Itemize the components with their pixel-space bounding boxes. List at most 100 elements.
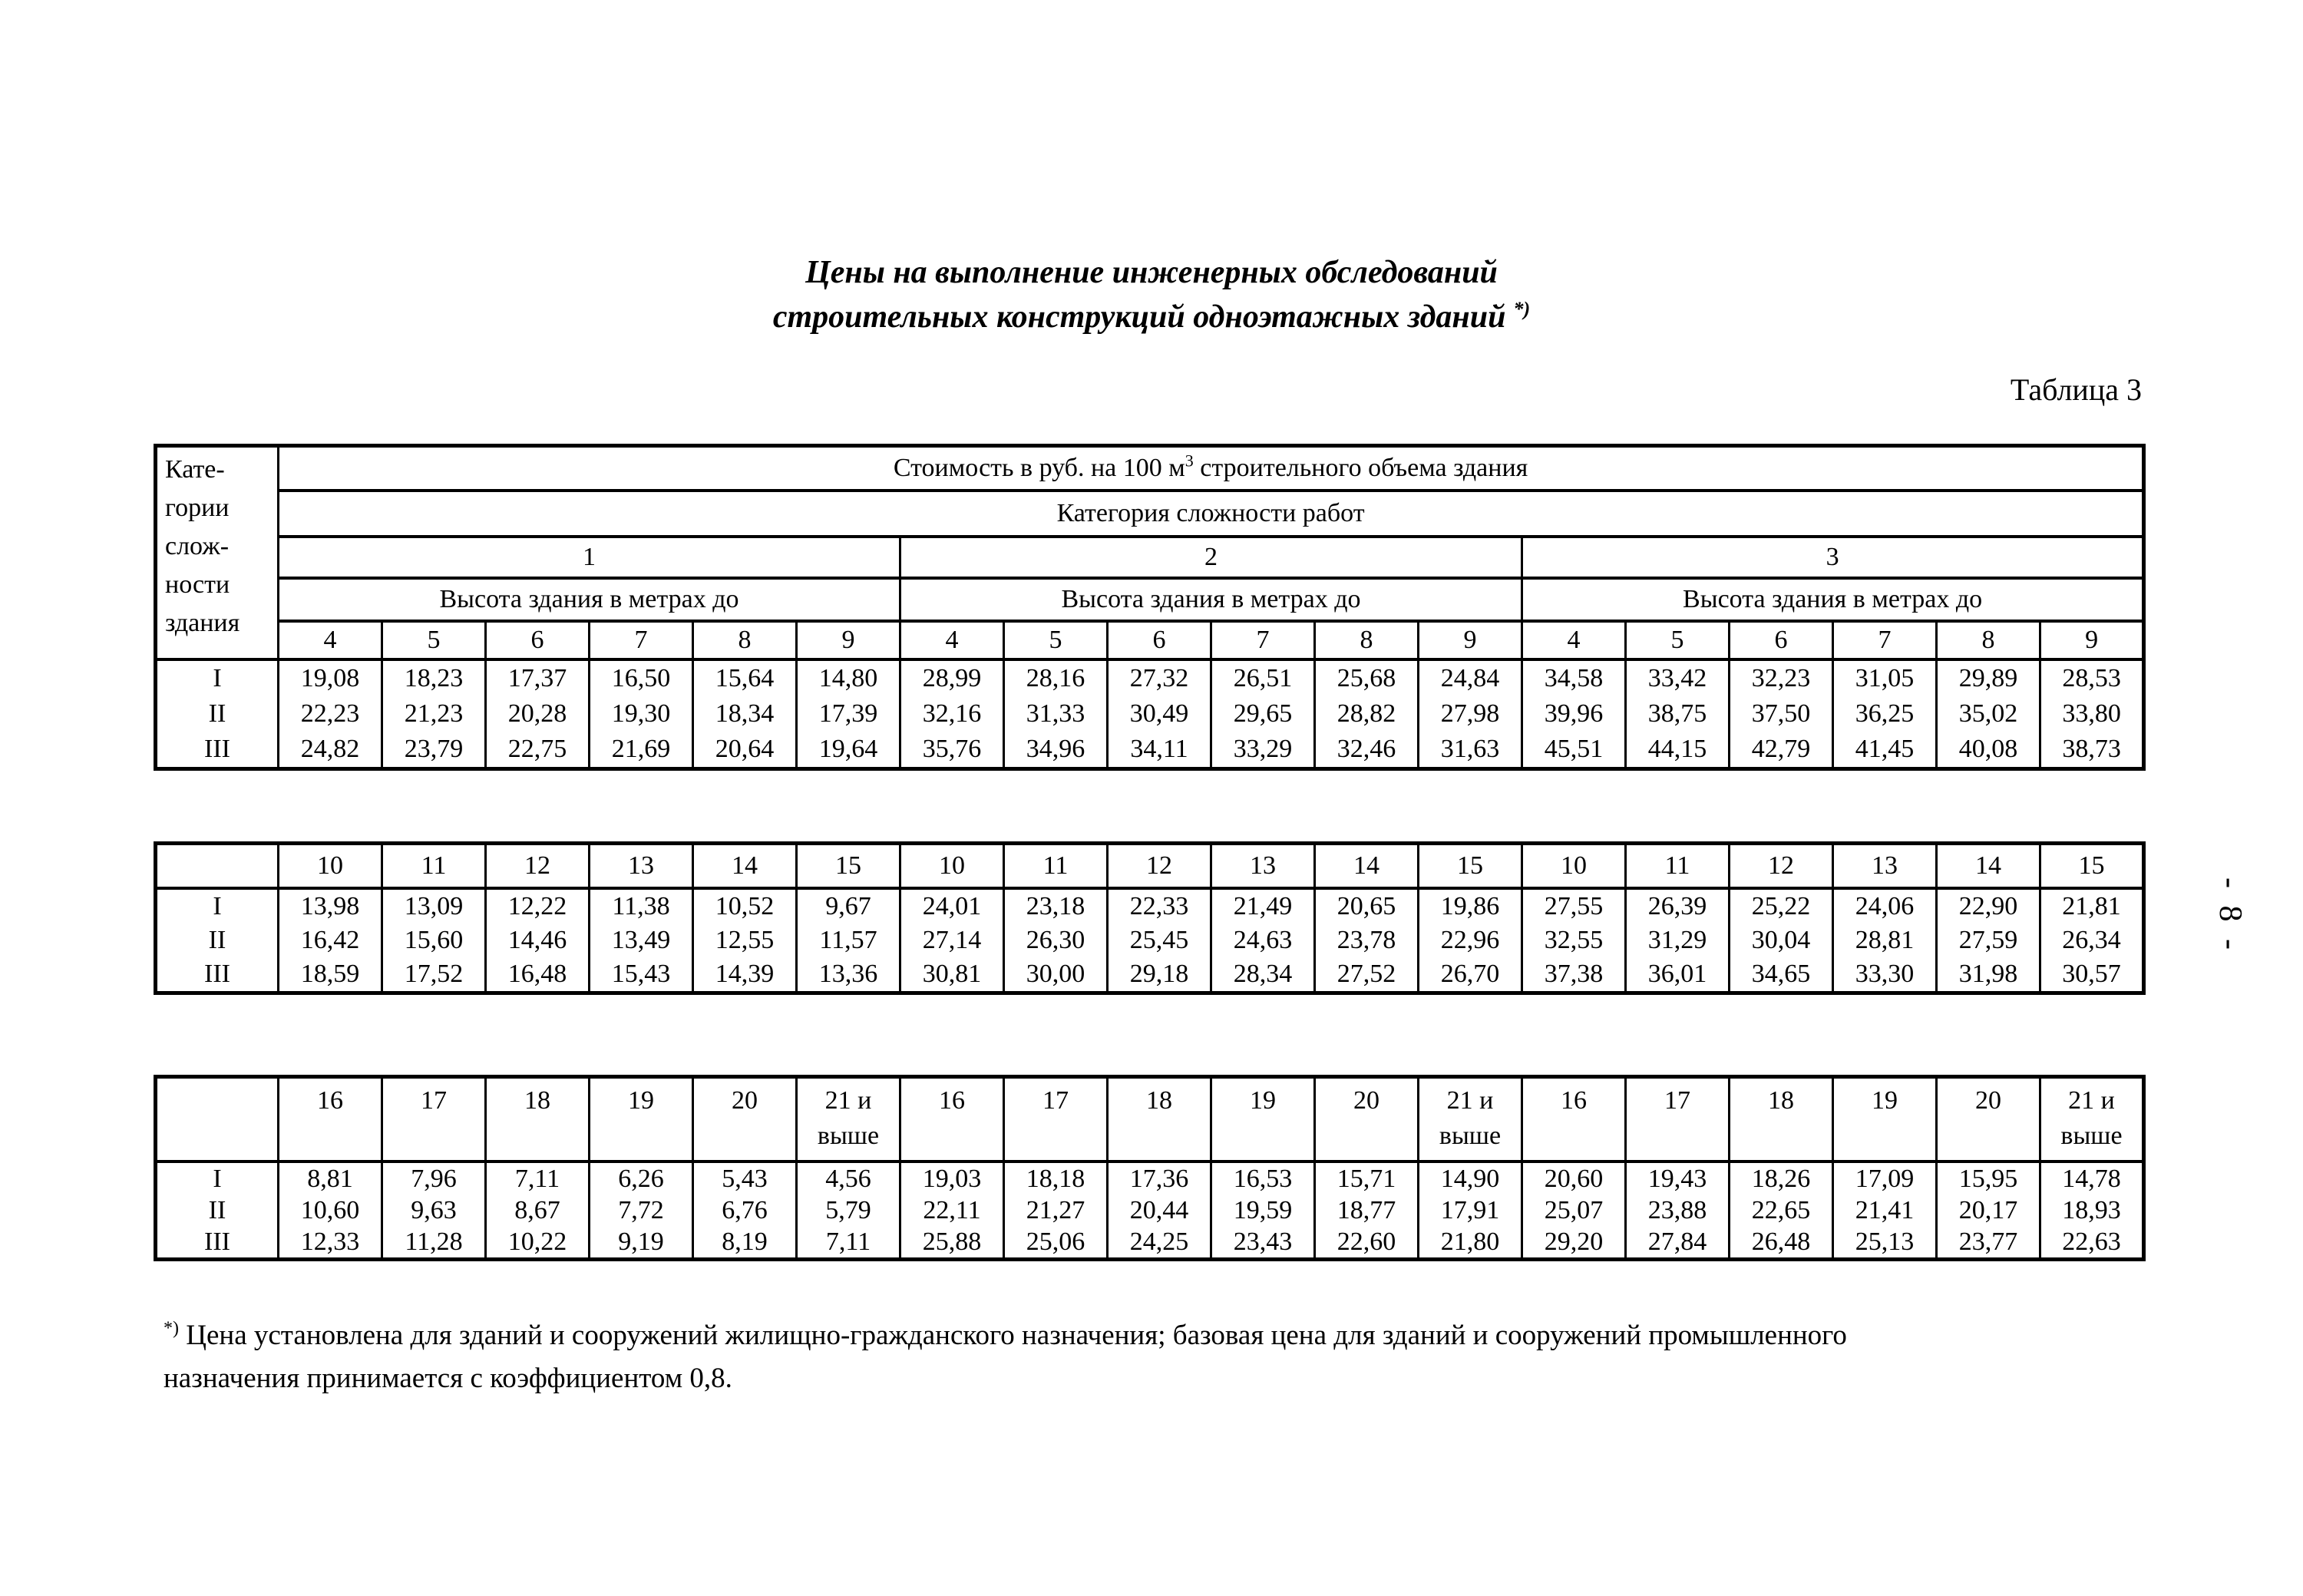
column-header: 13: [1832, 841, 1938, 890]
data-cell: 34,58: [1521, 659, 1627, 696]
column-header: 20: [1935, 1075, 2041, 1163]
column-header: 14: [1935, 841, 2041, 890]
column-header: 16: [277, 1075, 383, 1163]
data-cell: 7,96: [381, 1161, 487, 1195]
data-cell: 19,86: [1417, 888, 1523, 924]
header-row-cost: Кате-гории слож-ности здания Стоимость в ру…: [154, 444, 2146, 661]
cost-header-pre: Стоимость в руб. на 100 м: [893, 454, 1185, 482]
group-label: 3: [1520, 535, 2146, 580]
data-cell: 32,23: [1728, 659, 1834, 696]
data-cell: 6,26: [588, 1161, 694, 1195]
data-cell: 18,23: [381, 659, 487, 696]
table-row: II 10,60 9,63 8,67 7,72 6,76 5,79 22,11 21,27 20,…: [154, 1195, 2145, 1226]
data-cell: 7,72: [588, 1195, 694, 1226]
data-cell: 33,80: [2038, 696, 2146, 732]
column-header: 7: [1832, 620, 1938, 661]
data-cell: 14,90: [1417, 1161, 1523, 1195]
footnote-mark: *): [164, 1318, 179, 1339]
column-header: 17: [1003, 1075, 1109, 1163]
data-cell: 11,38: [588, 888, 694, 924]
data-cell: 35,02: [1935, 696, 2041, 732]
data-cell: 18,59: [277, 957, 383, 993]
data-cell: 31,33: [1003, 696, 1109, 732]
column-header: 5: [381, 620, 487, 661]
data-cell: 12,55: [692, 924, 798, 957]
data-cell: 21,49: [1210, 888, 1316, 924]
data-cell: 22,63: [2039, 1226, 2145, 1260]
data-cell: 32,55: [1521, 924, 1627, 957]
corner-header-line: слож-: [165, 532, 230, 560]
data-cell: 24,63: [1210, 924, 1316, 957]
column-header: 13: [588, 841, 694, 890]
data-cell: 19,59: [1210, 1195, 1316, 1226]
column-header: 20: [1313, 1075, 1419, 1163]
data-cell: 45,51: [1521, 732, 1627, 769]
data-cell: 14,39: [692, 957, 798, 993]
row-label: I: [154, 888, 279, 924]
data-cell: 31,98: [1935, 957, 2041, 993]
data-cell: 11,57: [795, 924, 901, 957]
data-cell: 18,93: [2039, 1195, 2145, 1226]
row-label: III: [154, 1226, 279, 1260]
data-cell: 26,30: [1003, 924, 1109, 957]
data-cell: 19,03: [899, 1161, 1005, 1195]
data-cell: 26,34: [2039, 924, 2145, 957]
data-cell: 29,89: [1935, 659, 2041, 696]
data-cell: 28,99: [899, 659, 1005, 696]
column-header: 8: [1935, 620, 2041, 661]
data-cell: 23,88: [1624, 1195, 1730, 1226]
header-row-columns: 16 17 18 19 20 21 и выше 16 17 18 19 20 21 и выше 16…: [154, 1075, 2145, 1163]
column-header: 5: [1003, 620, 1109, 661]
data-cell: 20,28: [484, 696, 590, 732]
data-cell: 33,42: [1624, 659, 1730, 696]
row-label: II: [154, 1195, 279, 1226]
data-cell: 14,78: [2039, 1161, 2145, 1195]
data-cell: 24,84: [1417, 659, 1523, 696]
title-line-1: Цены на выполнение инженерных обследован…: [805, 255, 1498, 290]
row-label: I: [154, 659, 279, 696]
data-cell: 22,75: [484, 732, 590, 769]
column-header: 6: [484, 620, 590, 661]
column-header: 8: [692, 620, 798, 661]
cost-header: Стоимость в руб. на 100 м3 строительного…: [276, 444, 2146, 492]
data-cell: 30,00: [1003, 957, 1109, 993]
data-cell: 24,82: [277, 732, 383, 769]
data-cell: 33,30: [1832, 957, 1938, 993]
data-cell: 27,84: [1624, 1226, 1730, 1260]
data-cell: 7,11: [795, 1226, 901, 1260]
data-cell: 18,18: [1003, 1161, 1109, 1195]
data-cell: 23,18: [1003, 888, 1109, 924]
data-cell: 31,05: [1832, 659, 1938, 696]
data-cell: 25,68: [1313, 659, 1419, 696]
column-header: 13: [1210, 841, 1316, 890]
column-header: 15: [1417, 841, 1523, 890]
data-cell: 25,45: [1106, 924, 1212, 957]
table-row: II 16,42 15,60 14,46 13,49 12,55 11,57 27,14 26,…: [154, 924, 2145, 957]
data-cell: 41,45: [1832, 732, 1938, 769]
data-cell: 26,51: [1210, 659, 1316, 696]
row-label: I: [154, 1161, 279, 1195]
column-header: 10: [277, 841, 383, 890]
column-header: 14: [692, 841, 798, 890]
data-cell: 40,08: [1935, 732, 2041, 769]
table-row: III 24,82 23,79 22,75 21,69 20,64 19,64 35,76 34…: [154, 732, 2146, 769]
corner-header-line: здания: [165, 609, 240, 637]
data-cell: 19,43: [1624, 1161, 1730, 1195]
column-header: 9: [795, 620, 901, 661]
data-cell: 23,77: [1935, 1226, 2041, 1260]
data-cell: 18,77: [1313, 1195, 1419, 1226]
data-cell: 13,36: [795, 957, 901, 993]
data-cell: 38,75: [1624, 696, 1730, 732]
data-cell: 22,23: [277, 696, 383, 732]
column-header: 6: [1106, 620, 1212, 661]
column-header: 15: [2039, 841, 2145, 890]
column-header: 4: [1521, 620, 1627, 661]
column-header: 19: [1210, 1075, 1316, 1163]
cost-header-post: строительного объема здания: [1193, 454, 1528, 482]
table-caption: Таблица 3: [2010, 372, 2142, 407]
data-cell: 39,96: [1521, 696, 1627, 732]
data-cell: 12,22: [484, 888, 590, 924]
data-cell: 24,25: [1106, 1226, 1212, 1260]
data-cell: 20,17: [1935, 1195, 2041, 1226]
column-header: 19: [588, 1075, 694, 1163]
